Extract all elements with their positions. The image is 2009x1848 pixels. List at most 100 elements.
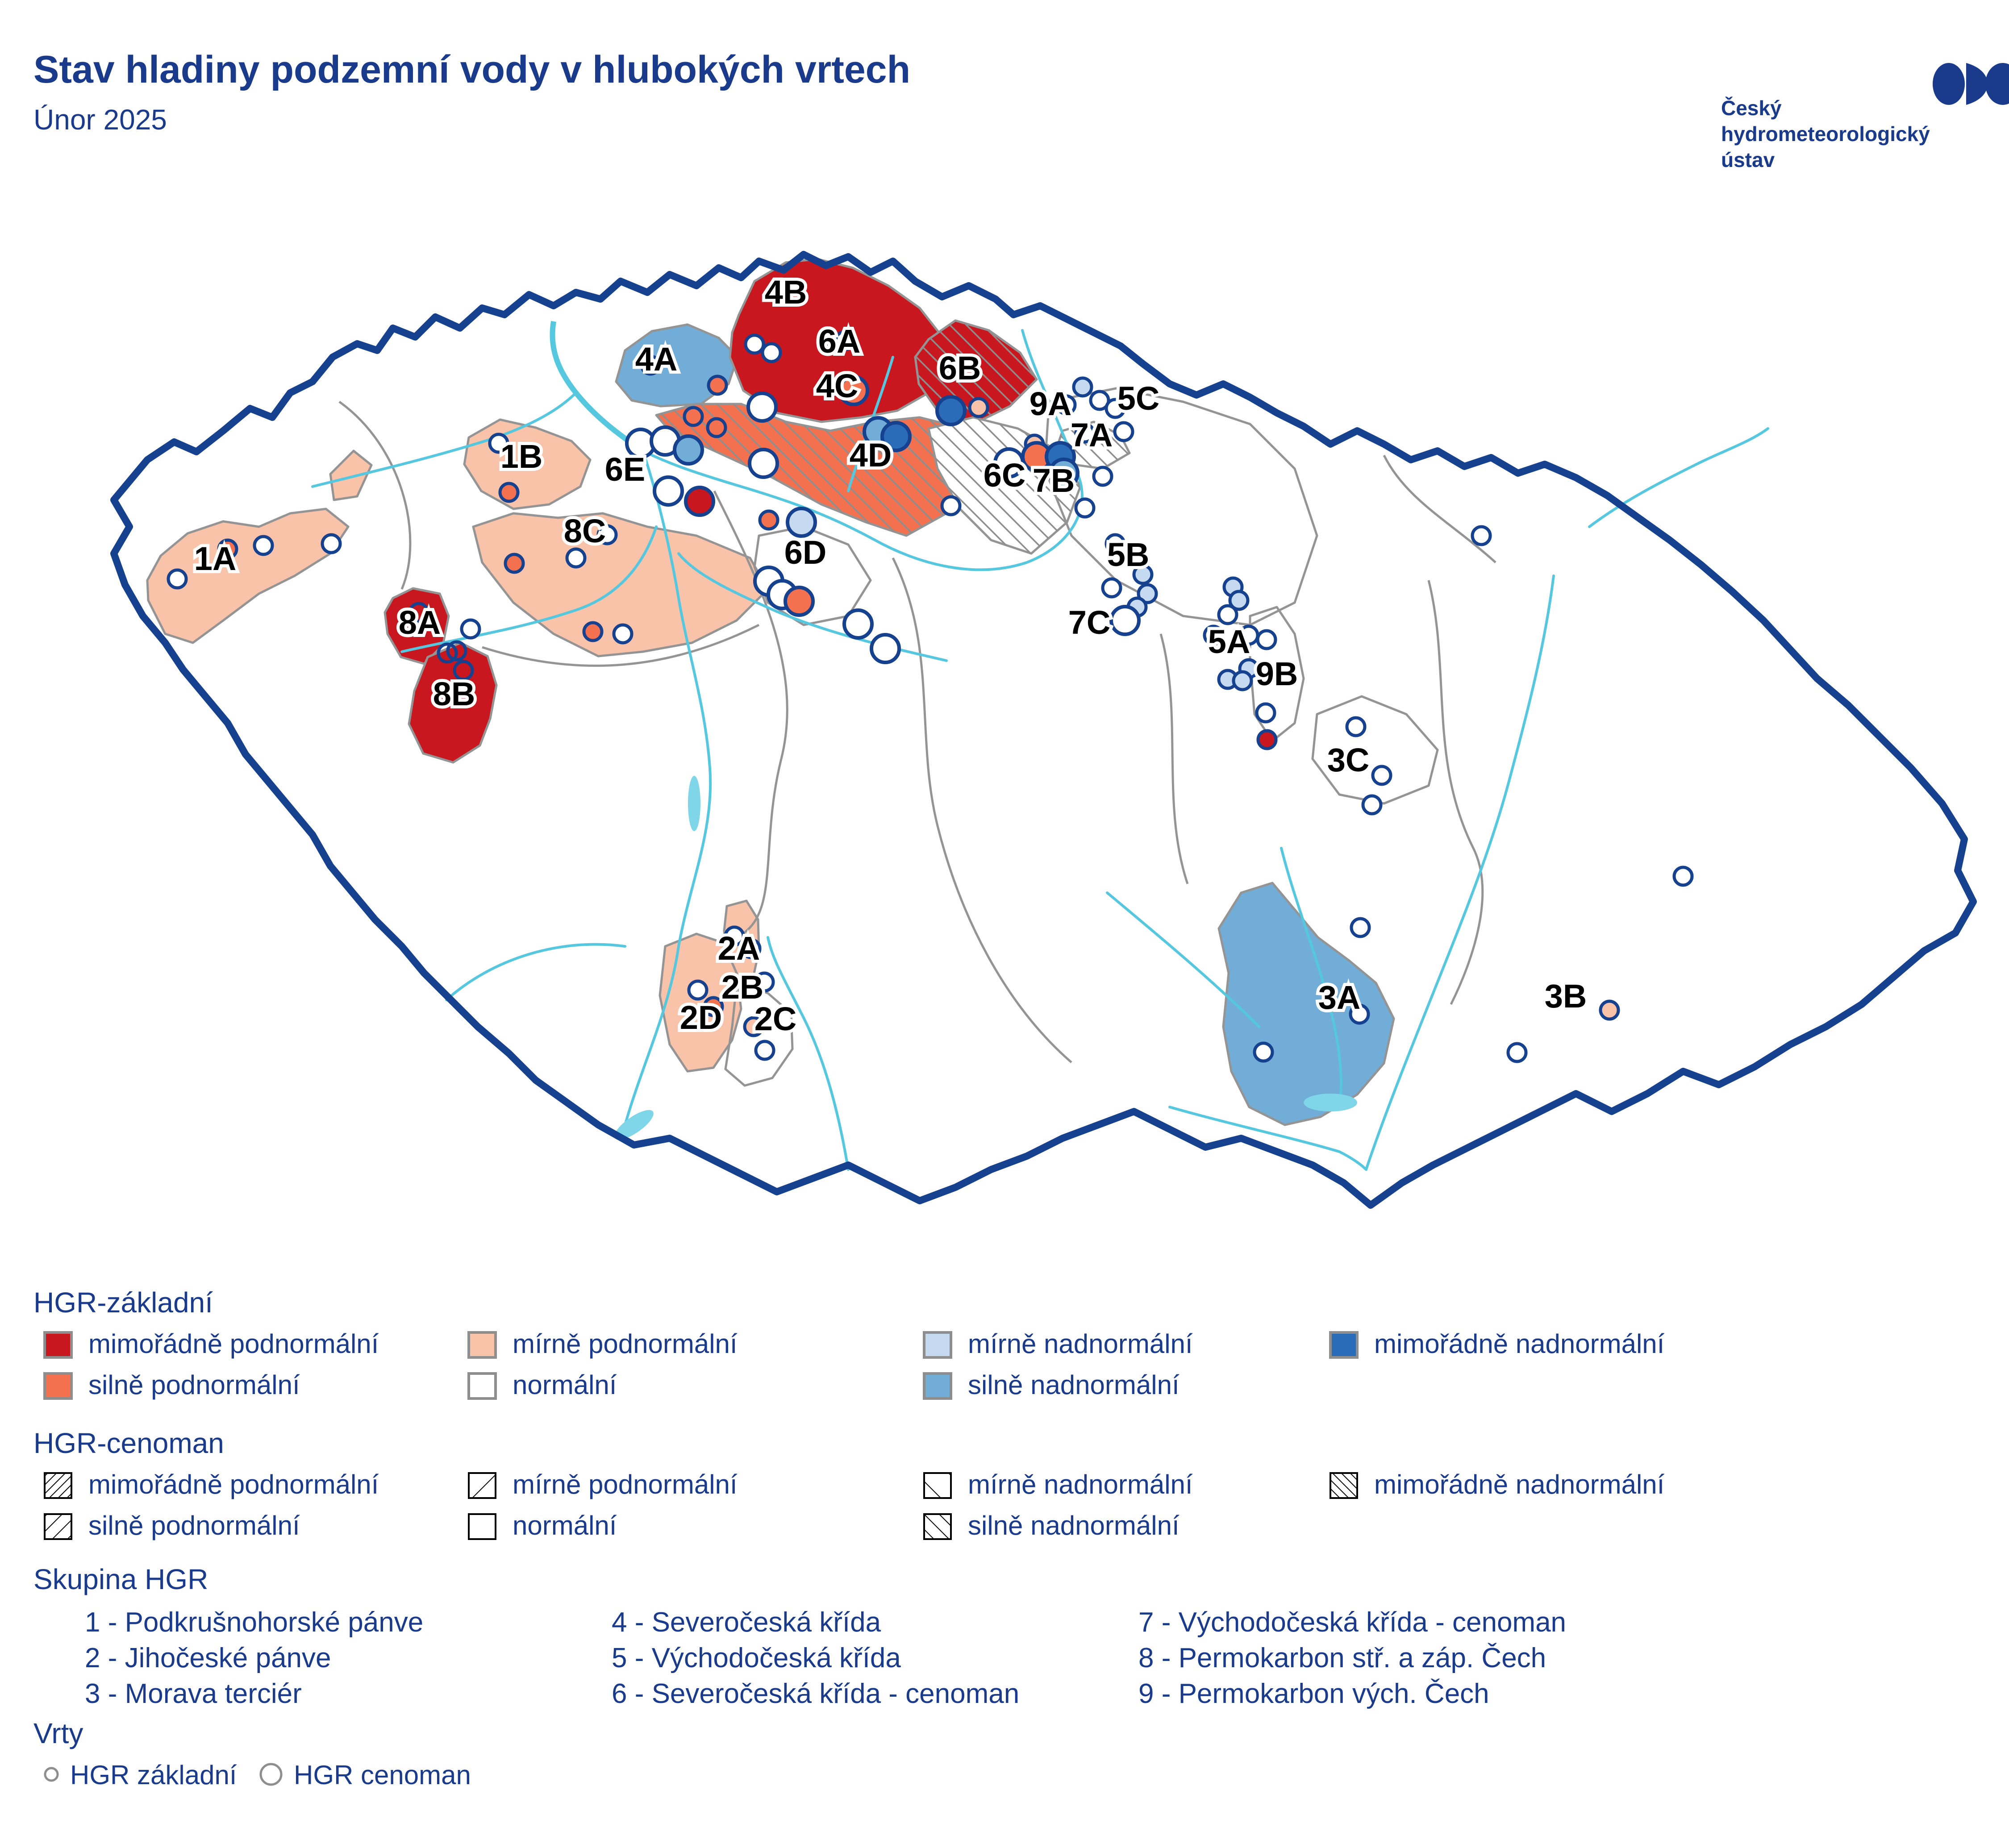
borehole-marker [1350,917,1371,938]
borehole-marker [167,568,188,590]
borehole-marker [707,375,728,396]
borehole-marker [1371,765,1392,786]
borehole-marker [504,553,525,574]
map-region-label: 4A [635,341,678,378]
borehole-marker [488,433,509,454]
legend-item-label: silně nadnormální [968,1511,1180,1540]
borehole-marker [253,535,274,556]
borehole-marker [1105,398,1126,419]
borehole-marker [1105,533,1126,554]
skupina-item: 9 - Permokarbon vých. Čech [1138,1678,1489,1709]
map-region-label: 1A [194,540,237,577]
vrty-legend-items: HGR základní HGR cenoman [44,1760,471,1790]
borehole-marker [706,417,727,438]
borehole-marker [1349,1003,1370,1025]
legend-swatch [923,1472,952,1499]
borehole-marker [834,330,855,351]
borehole-marker [754,971,775,993]
map-region-label: 6A [818,323,861,360]
borehole-marker [761,342,782,363]
map-region-label: 3A [1318,979,1361,1016]
watershed-line-5 [1159,633,1189,884]
region-2D [659,932,742,1073]
map-region-label: 8B [433,675,475,712]
logo-line3: ústav [1721,148,1775,171]
borehole-marker [437,642,458,664]
borehole-marker [1361,794,1383,816]
map-region-label: 5A [1208,623,1250,660]
borehole-marker [754,1040,775,1061]
legend-swatch [467,1331,497,1359]
map-region-label: 2C [754,1000,797,1037]
map-region-label: 3B [1545,978,1587,1015]
borehole-marker [758,509,779,531]
map-region-label: 2B [721,969,764,1006]
vrty-item-label: HGR cenoman [294,1760,471,1790]
skupina-item: 7 - Východočeská křída - cenoman [1138,1607,1566,1638]
borehole-marker [1048,458,1080,489]
chmi-logo-icon [1933,63,2009,105]
legend-item-label: mírně podnormální [513,1329,738,1359]
borehole-marker [724,925,745,947]
chmi-logo: Český hydrometeorologický ústav [1721,63,2009,171]
skupina-item: 5 - Východočeská křída [612,1643,901,1673]
legend-swatch [1329,1331,1359,1359]
map-region-label: 8C [564,512,606,549]
legend-swatch [923,1331,952,1359]
legend-zakladni-heading: HGR-základní [33,1286,213,1319]
legend-swatch [467,1372,497,1400]
legend-item-label: normální [513,1370,617,1400]
borehole-marker [748,448,779,479]
lake-nove-mlyny [1304,1094,1357,1111]
map-region-label: 8A [399,604,441,641]
region-1A-strip [329,450,373,501]
borehole-marker [1256,729,1278,750]
map-region-label: 4D [850,437,892,474]
borehole-marker [596,524,618,545]
borehole-marker [1101,577,1122,599]
czech-republic-border [110,251,1977,1209]
borehole-marker [565,547,587,569]
legend-item-label: silně podnormální [88,1511,300,1540]
legend-swatch [44,1513,72,1540]
skupina-item: 1 - Podkrušnohorské pánve [85,1607,423,1638]
legend-zakladni-items: mimořádně podnormální silně podnormální mí… [43,1329,1665,1400]
borehole-markers [167,330,1694,1063]
borehole-marker [1074,422,1096,444]
borehole-marker [1672,866,1694,887]
map-region-label: 4B [765,274,807,311]
vrty-heading: Vrty [33,1717,83,1749]
borehole-marker [1232,670,1253,691]
borehole-marker [612,623,634,645]
borehole-marker [453,660,474,681]
borehole-marker [687,979,709,1001]
borehole-marker [1253,1041,1274,1063]
map-region-label: 2D [680,999,722,1036]
borehole-marker [1228,590,1250,611]
borehole-marker [703,996,724,1017]
borehole-marker [498,482,520,503]
map-region-label: 3C [1327,741,1370,778]
borehole-marker [842,608,874,640]
region-outline-2BC [724,983,794,1087]
borehole-marker [673,434,704,466]
skupina-hgr-list: 1 - Podkrušnohorské pánve 2 - Jihočeské p… [85,1607,1566,1709]
map-region-label: 1B [500,438,543,475]
region-3A [1217,882,1395,1126]
legend-item-label: mírně podnormální [513,1469,738,1499]
skupina-item: 6 - Severočeská křída - cenoman [612,1678,1019,1709]
legend-cenoman-items: mimořádně podnormální silně podnormální mí… [44,1469,1665,1540]
borehole-marker [683,406,704,427]
legend-swatch [923,1513,952,1540]
legend-item-label: silně podnormální [88,1370,300,1400]
skupina-item: 8 - Permokarbon stř. a záp. Čech [1138,1643,1546,1673]
logo-line2: hydrometeorologický [1721,122,1930,146]
map-region-label: 7B [1033,462,1075,499]
borehole-marker [880,421,912,452]
borehole-marker [784,586,815,617]
legend-item-label: mimořádně nadnormální [1374,1469,1665,1499]
borehole-marker [640,354,661,376]
legend-swatch [1330,1472,1358,1499]
borehole-marker [1217,604,1238,625]
